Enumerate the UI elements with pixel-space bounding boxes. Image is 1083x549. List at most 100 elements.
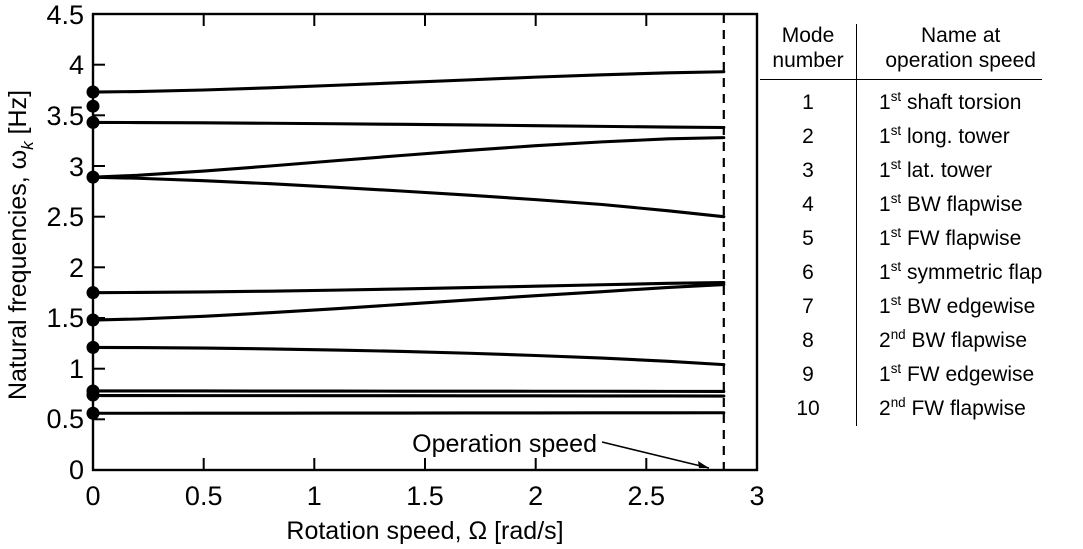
zero-speed-marker — [86, 115, 100, 129]
table-row: 5 1st FW flapwise — [760, 221, 1043, 256]
mode-name-text: FW flapwise — [905, 396, 1026, 420]
mode-ordinal-suffix: st — [890, 224, 902, 240]
mode-ordinal-suffix: st — [890, 156, 902, 172]
header-name-line2: operation speed — [885, 48, 1036, 72]
mode-ordinal-suffix: nd — [890, 394, 906, 410]
operation-speed-annotation: Operation speed — [412, 430, 710, 469]
zero-speed-marker — [86, 170, 100, 184]
mode-ordinal: 1 — [879, 90, 891, 114]
table-cell-mode-number: 4 — [802, 192, 814, 216]
mode-table-element: Mode number Name at operation speed 1 1st… — [760, 24, 1043, 426]
y-tick-label-1: 1 — [69, 354, 84, 384]
y-tick-label-35: 3.5 — [46, 101, 84, 131]
zero-speed-marker — [86, 286, 100, 300]
svg-text:Natural frequencies, ωk [Hz]: Natural frequencies, ωk [Hz] — [4, 90, 37, 400]
mode-ordinal: 1 — [879, 158, 891, 182]
frequency-curves — [91, 70, 726, 415]
y-axis-label: Natural frequencies, ωk [Hz] — [4, 90, 37, 400]
x-tick-label-05: 0.5 — [185, 481, 223, 511]
mode-ordinal: 1 — [879, 124, 891, 148]
frequency-curve — [91, 389, 726, 394]
y-tick-label-2: 2 — [69, 253, 84, 283]
table-cell-mode-number: 10 — [796, 396, 820, 420]
mode-ordinal-suffix: st — [890, 360, 902, 376]
header-mode-number-line1: Mode — [781, 24, 835, 47]
table-row: 9 1st FW edgewise — [760, 357, 1043, 392]
zero-speed-marker — [86, 313, 100, 327]
mode-ordinal: 1 — [879, 192, 891, 216]
mode-ordinal: 2 — [879, 396, 891, 420]
mode-name-text: BW flapwise — [905, 328, 1028, 352]
x-tick-label-15: 1.5 — [406, 481, 444, 511]
table-cell-mode-number: 2 — [802, 124, 814, 148]
mode-ordinal-suffix: st — [890, 258, 902, 274]
table-cell-mode-name: 1st symmetric flap — [856, 255, 1043, 290]
frequency-curve — [91, 345, 726, 367]
x-axis-ticks — [202, 14, 648, 470]
x-tick-label-3: 3 — [749, 481, 764, 511]
x-tick-label-0: 0 — [85, 481, 100, 511]
mode-name-text: BW flapwise — [901, 192, 1023, 216]
frequency-curve — [91, 136, 726, 179]
table-row: 3 1st lat. tower — [760, 153, 1043, 188]
mode-ordinal-suffix: st — [890, 292, 902, 308]
y-tick-label-4: 4 — [69, 50, 84, 80]
mode-ordinal-suffix: st — [890, 88, 902, 104]
zero-speed-marker — [86, 99, 100, 113]
mode-ordinal: 1 — [879, 362, 891, 386]
mode-name-text: BW edgewise — [901, 294, 1036, 318]
y-tick-label-25: 2.5 — [46, 202, 84, 232]
table-cell-mode-number: 8 — [802, 328, 814, 352]
mode-name-text: symmetric flap — [901, 260, 1043, 284]
table-cell-mode-name: 1st BW edgewise — [856, 289, 1043, 324]
table-cell-mode-number: 1 — [802, 90, 814, 114]
mode-name-text: FW edgewise — [901, 362, 1035, 386]
table-cell-mode-name: 1st shaft torsion — [856, 79, 1043, 120]
mode-name-text: FW flapwise — [901, 226, 1022, 250]
table-row: 10 2nd FW flapwise — [760, 391, 1043, 426]
table-cell-mode-name: 2nd BW flapwise — [856, 323, 1043, 358]
mode-ordinal: 2 — [879, 328, 891, 352]
svg-text:Rotation speed, Ω [rad/s]: Rotation speed, Ω [rad/s] — [286, 517, 563, 545]
y-tick-label-15: 1.5 — [46, 303, 84, 333]
annotation-arrowhead — [698, 461, 709, 468]
table-cell-mode-name: 1st FW edgewise — [856, 357, 1043, 392]
table-cell-mode-name: 1st BW flapwise — [856, 187, 1043, 222]
y-axis-tick-labels: 0 0.5 1 1.5 2 2.5 3 3.5 4 4.5 — [46, 0, 84, 485]
mode-ordinal: 1 — [879, 260, 891, 284]
frequency-curve — [91, 120, 726, 130]
mode-ordinal-suffix: nd — [890, 326, 906, 342]
table-cell-mode-number: 3 — [802, 158, 814, 182]
table-header-row: Mode number Name at operation speed — [760, 24, 1043, 80]
y-tick-label-45: 4.5 — [46, 0, 84, 30]
table-cell-mode-name: 2nd FW flapwise — [856, 391, 1043, 426]
y-tick-label-3: 3 — [69, 152, 84, 182]
y-tick-label-05: 0.5 — [46, 404, 84, 434]
header-mode-number: Mode number — [760, 24, 857, 80]
table-row: 2 1st long. tower — [760, 119, 1043, 154]
frequency-curve — [91, 393, 726, 398]
mode-name-text: shaft torsion — [901, 90, 1022, 114]
mode-ordinal-suffix: st — [890, 190, 902, 206]
mode-name-text: lat. tower — [901, 158, 993, 182]
mode-ordinal-suffix: st — [890, 122, 902, 138]
mode-ordinal: 1 — [879, 226, 891, 250]
table-cell-mode-name: 1st lat. tower — [856, 153, 1043, 188]
annotation-leader-line — [601, 441, 710, 469]
table-row: 4 1st BW flapwise — [760, 187, 1043, 222]
x-tick-label-2: 2 — [528, 481, 543, 511]
header-name-at-operation-speed: Name at operation speed — [856, 24, 1043, 80]
table-cell-mode-name: 1st FW flapwise — [856, 221, 1043, 256]
frequency-curve — [91, 175, 726, 219]
y-axis-label-post: [Hz] — [4, 90, 32, 141]
x-axis-label: Rotation speed, Ω [rad/s] — [286, 517, 563, 545]
table-cell-mode-number: 5 — [802, 226, 814, 250]
table-row: 7 1st BW edgewise — [760, 289, 1043, 324]
zero-speed-marker — [86, 406, 100, 420]
y-axis-label-sub: k — [18, 140, 37, 150]
table-cell-mode-number: 9 — [802, 362, 814, 386]
x-tick-label-25: 2.5 — [628, 481, 666, 511]
mode-name-table: Mode number Name at operation speed 1 1st… — [760, 24, 1083, 454]
x-tick-label-1: 1 — [307, 481, 322, 511]
